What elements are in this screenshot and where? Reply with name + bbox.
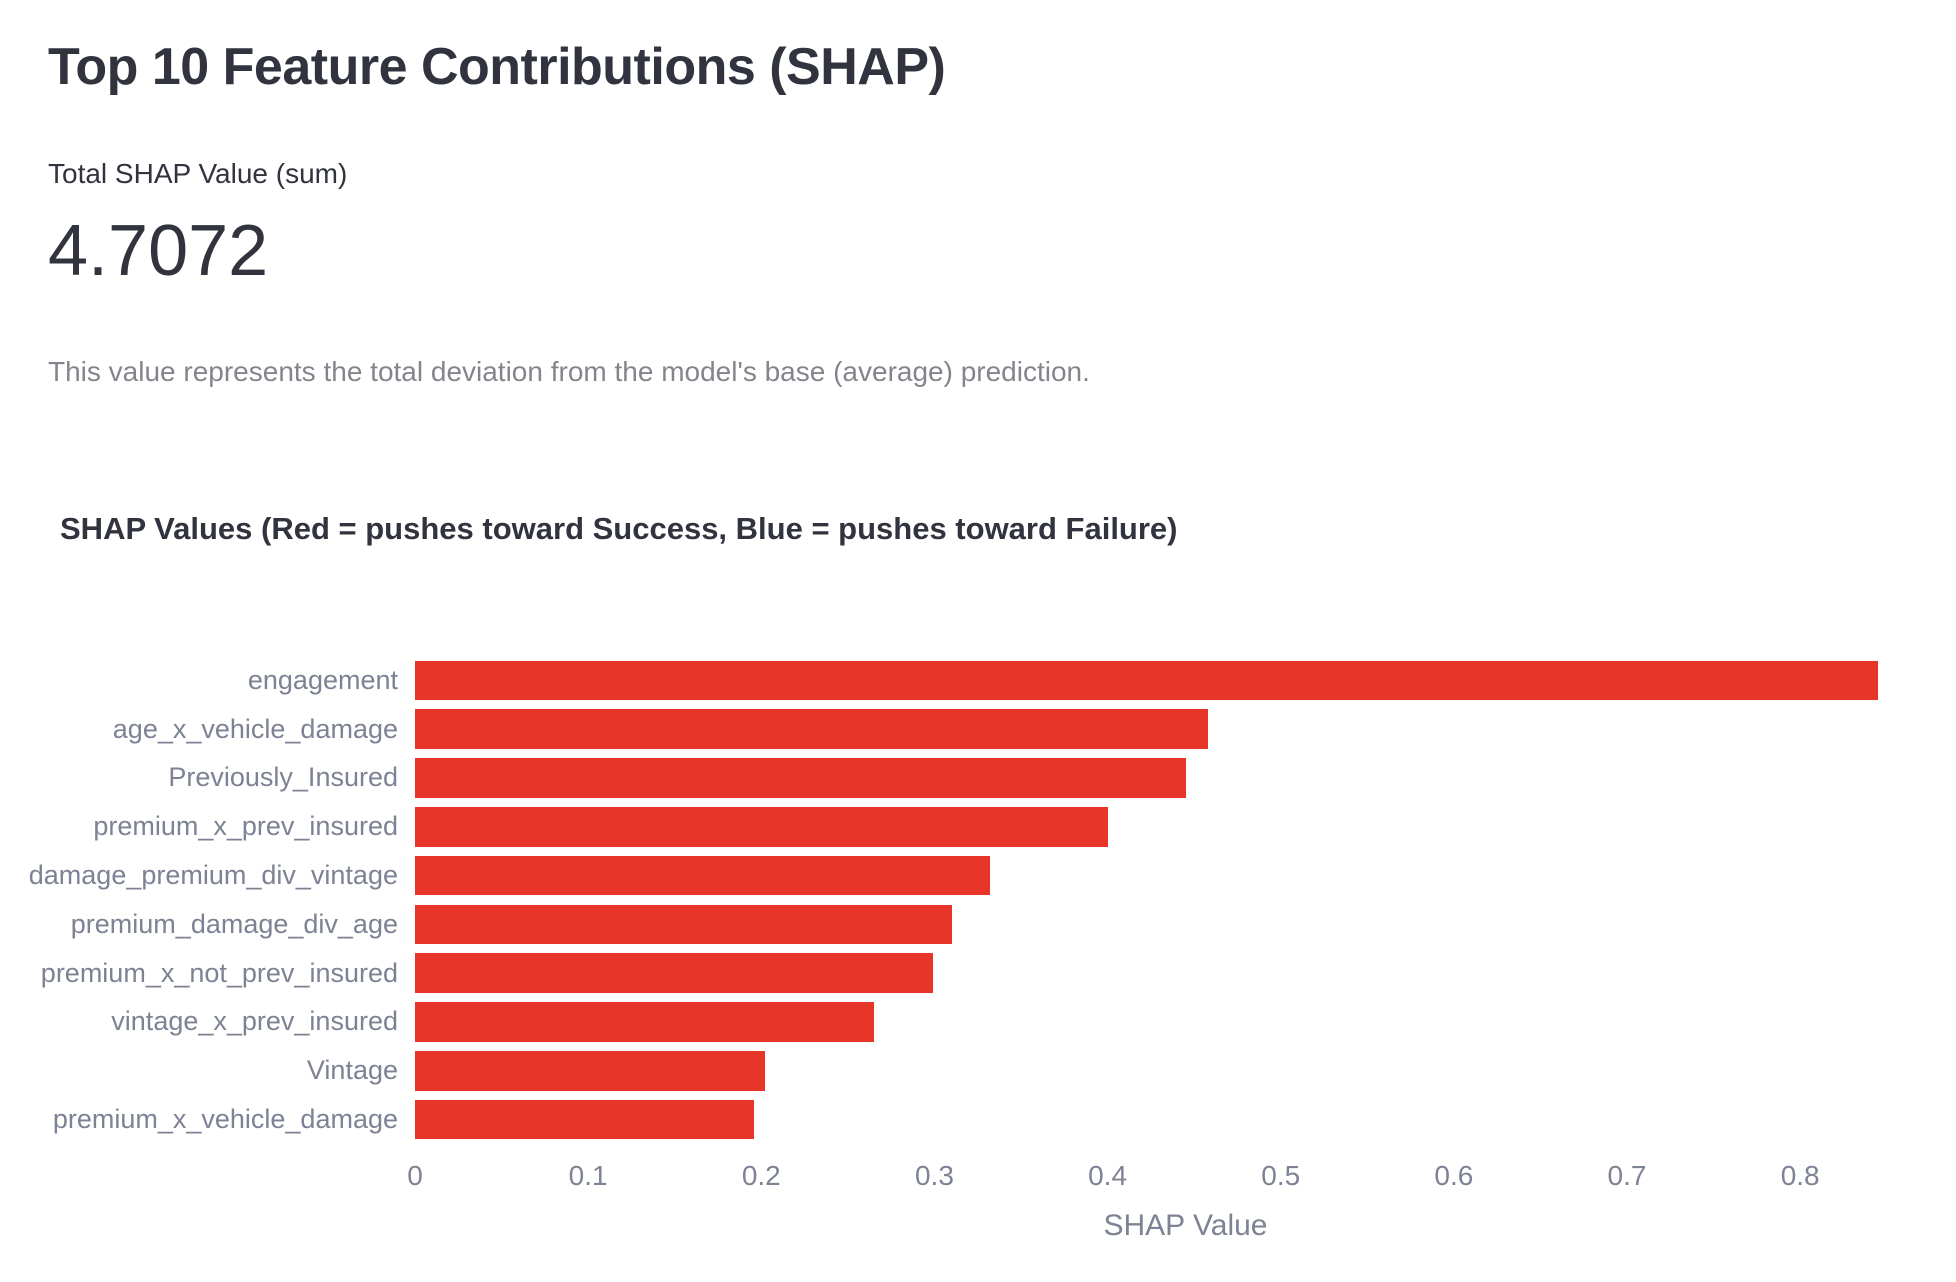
bar-row: premium_x_vehicle_damage <box>0 1095 1956 1144</box>
metric-label: Total SHAP Value (sum) <box>48 158 348 189</box>
y-axis-label: premium_x_prev_insured <box>93 811 398 842</box>
page-title: Top 10 Feature Contributions (SHAP) <box>48 38 946 96</box>
bar-track <box>415 900 1956 949</box>
x-axis-tick-label: 0.4 <box>1088 1160 1128 1191</box>
x-axis-tick-label: 0.2 <box>741 1160 781 1191</box>
x-axis-tick-label: 0.7 <box>1607 1160 1647 1191</box>
x-axis-tick-label: 0.6 <box>1434 1160 1474 1191</box>
bar-row: damage_premium_div_vintage <box>0 851 1956 900</box>
y-axis-label: vintage_x_prev_insured <box>111 1006 398 1037</box>
y-axis-label: premium_x_not_prev_insured <box>40 957 398 988</box>
x-axis-tick-label: 0.1 <box>568 1160 608 1191</box>
x-axis-tick-label: 0.3 <box>914 1160 954 1191</box>
chart-title: SHAP Values (Red = pushes toward Success… <box>60 511 1178 546</box>
x-axis-title: SHAP Value <box>1103 1209 1268 1242</box>
y-axis-label: premium_x_vehicle_damage <box>52 1104 398 1135</box>
metric-value: 4.7072 <box>48 211 269 291</box>
y-axis-label: engagement <box>247 664 398 695</box>
x-axis-tick-label: 0.5 <box>1261 1160 1301 1191</box>
metric-caption: This value represents the total deviatio… <box>48 356 1090 387</box>
shap-bar[interactable] <box>415 904 952 945</box>
shap-bar[interactable] <box>415 855 990 896</box>
chart-plot-area[interactable]: engagement age_x_vehicle_damage Previously… <box>0 656 1956 1144</box>
bar-track <box>415 705 1956 754</box>
y-axis-label: premium_damage_div_age <box>70 908 398 939</box>
shap-bar[interactable] <box>415 1099 755 1140</box>
shap-bar[interactable] <box>415 709 1208 749</box>
shap-bar[interactable] <box>415 660 1879 701</box>
bar-row: age_x_vehicle_damage <box>0 705 1956 754</box>
shap-bar-chart[interactable]: SHAP Values (Red = pushes toward Success… <box>0 500 1956 1282</box>
bar-row: Previously_Insured <box>0 754 1956 803</box>
bar-track <box>415 851 1956 900</box>
bar-track <box>415 949 1956 998</box>
y-axis-label: Vintage <box>306 1055 398 1086</box>
y-axis-label: damage_premium_div_vintage <box>28 860 398 891</box>
bar-row: premium_x_not_prev_insured <box>0 949 1956 998</box>
bar-row: engagement <box>0 656 1956 705</box>
bar-row: premium_damage_div_age <box>0 900 1956 949</box>
bar-track <box>415 1095 1956 1144</box>
shap-bar[interactable] <box>415 1002 874 1042</box>
shap-bar[interactable] <box>415 1050 765 1091</box>
y-axis-label: age_x_vehicle_damage <box>112 713 398 744</box>
y-axis-label: Previously_Insured <box>168 762 398 793</box>
shap-bar[interactable] <box>415 953 933 993</box>
shap-bar[interactable] <box>415 758 1186 798</box>
bar-track <box>415 754 1956 803</box>
x-axis-tick-label: 0.8 <box>1780 1160 1820 1191</box>
bar-row: premium_x_prev_insured <box>0 802 1956 851</box>
x-axis-tick-label: 0 <box>407 1160 423 1191</box>
x-axis-ticks: 0 0.1 0.2 0.3 0.4 0.5 0.6 0.7 0.8 <box>407 1156 1956 1196</box>
bar-track <box>415 656 1956 705</box>
bar-track <box>415 1046 1956 1095</box>
shap-bar[interactable] <box>415 806 1108 847</box>
bar-track <box>415 802 1956 851</box>
bar-row: Vintage <box>0 1046 1956 1095</box>
bar-track <box>415 998 1956 1047</box>
bar-row: vintage_x_prev_insured <box>0 998 1956 1047</box>
